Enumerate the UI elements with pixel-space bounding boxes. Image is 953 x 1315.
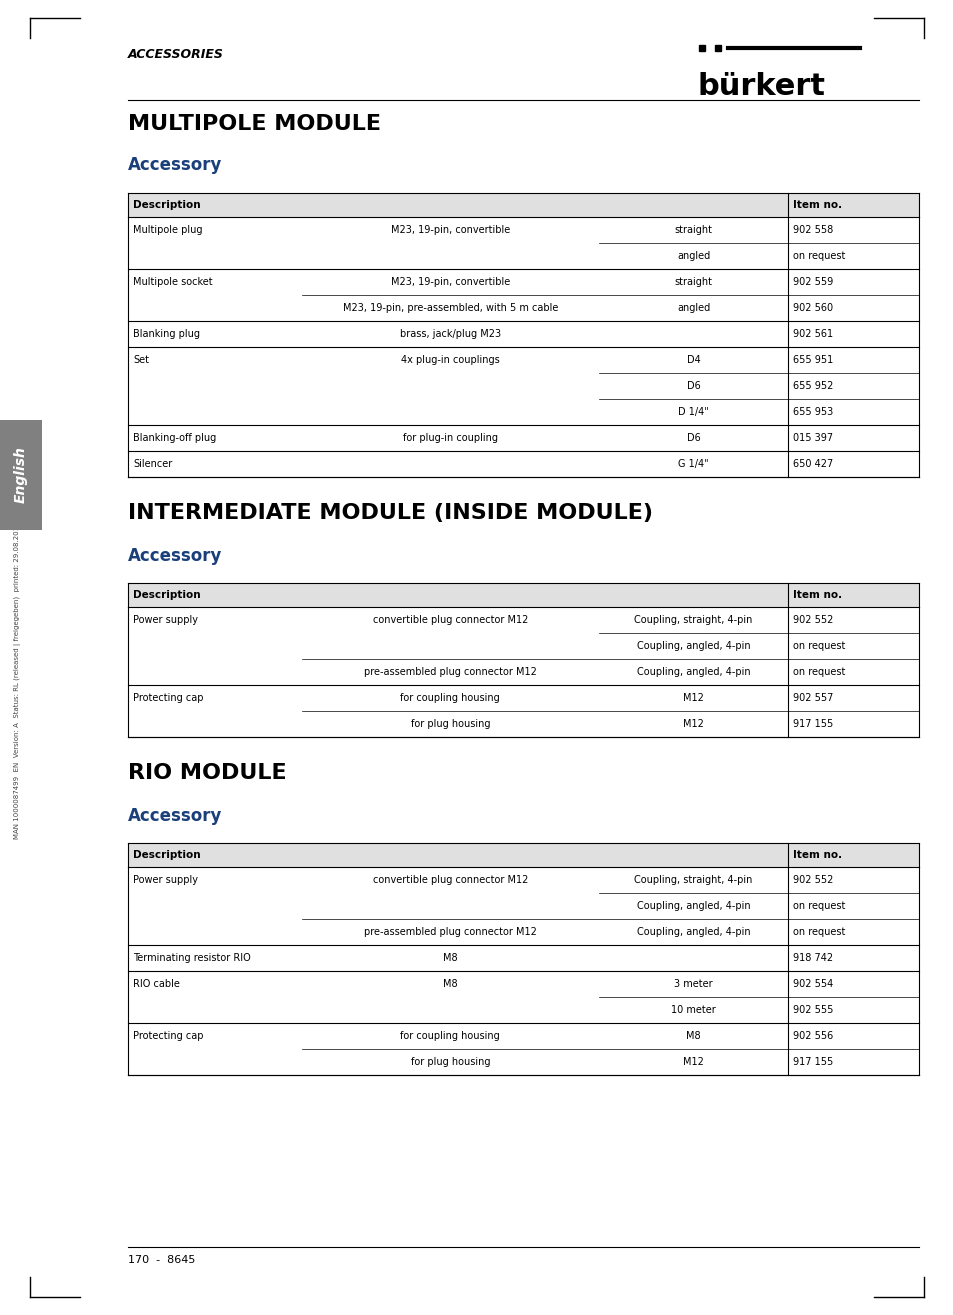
Text: Accessory: Accessory <box>128 807 222 825</box>
Text: 902 555: 902 555 <box>793 1005 833 1015</box>
Text: for coupling housing: for coupling housing <box>400 1031 499 1041</box>
Text: 3 meter: 3 meter <box>674 978 712 989</box>
Text: 902 560: 902 560 <box>793 302 833 313</box>
Text: convertible plug connector M12: convertible plug connector M12 <box>373 615 527 625</box>
Text: Description: Description <box>132 200 200 210</box>
Bar <box>0 419 42 530</box>
Text: Accessory: Accessory <box>128 156 222 174</box>
Text: Blanking plug: Blanking plug <box>132 329 200 339</box>
Text: RIO cable: RIO cable <box>132 978 180 989</box>
Text: Protecting cap: Protecting cap <box>132 1031 203 1041</box>
Text: M8: M8 <box>442 978 457 989</box>
Text: Protecting cap: Protecting cap <box>132 693 203 704</box>
Text: convertible plug connector M12: convertible plug connector M12 <box>373 874 527 885</box>
Text: 10 meter: 10 meter <box>671 1005 715 1015</box>
Text: Set: Set <box>132 355 149 366</box>
Text: Power supply: Power supply <box>132 874 198 885</box>
Text: on request: on request <box>793 251 845 260</box>
Text: brass, jack/plug M23: brass, jack/plug M23 <box>399 329 500 339</box>
Text: MAN 1000087499  EN  Version: A  Status: RL (released | freigegeben)  printed: 29: MAN 1000087499 EN Version: A Status: RL … <box>14 521 22 839</box>
Text: 902 552: 902 552 <box>793 615 833 625</box>
Bar <box>128 193 918 217</box>
Text: INTERMEDIATE MODULE (INSIDE MODULE): INTERMEDIATE MODULE (INSIDE MODULE) <box>128 504 652 523</box>
Text: M8: M8 <box>685 1031 700 1041</box>
Text: for plug-in coupling: for plug-in coupling <box>402 433 497 443</box>
Text: English: English <box>14 447 28 504</box>
Text: 902 558: 902 558 <box>793 225 833 235</box>
Text: Accessory: Accessory <box>128 547 222 565</box>
Text: for coupling housing: for coupling housing <box>400 693 499 704</box>
Text: G 1/4": G 1/4" <box>678 459 708 469</box>
Text: Coupling, angled, 4-pin: Coupling, angled, 4-pin <box>636 667 750 677</box>
Text: 918 742: 918 742 <box>793 953 833 963</box>
Text: on request: on request <box>793 640 845 651</box>
Text: 902 554: 902 554 <box>793 978 833 989</box>
Text: for plug housing: for plug housing <box>410 1057 490 1066</box>
Text: 902 559: 902 559 <box>793 277 833 287</box>
Text: on request: on request <box>793 667 845 677</box>
Text: for plug housing: for plug housing <box>410 719 490 729</box>
Text: ACCESSORIES: ACCESSORIES <box>128 49 224 60</box>
Text: on request: on request <box>793 927 845 938</box>
Text: M23, 19-pin, convertible: M23, 19-pin, convertible <box>391 225 510 235</box>
Text: pre-assembled plug connector M12: pre-assembled plug connector M12 <box>363 667 537 677</box>
Text: 650 427: 650 427 <box>793 459 833 469</box>
Text: Multipole plug: Multipole plug <box>132 225 202 235</box>
Text: Coupling, angled, 4-pin: Coupling, angled, 4-pin <box>636 901 750 911</box>
Text: pre-assembled plug connector M12: pre-assembled plug connector M12 <box>363 927 537 938</box>
Text: Coupling, angled, 4-pin: Coupling, angled, 4-pin <box>636 640 750 651</box>
Bar <box>128 583 918 608</box>
Bar <box>128 843 918 867</box>
Text: Description: Description <box>132 590 200 600</box>
Text: Description: Description <box>132 849 200 860</box>
Text: 902 552: 902 552 <box>793 874 833 885</box>
Text: M12: M12 <box>682 719 703 729</box>
Text: MULTIPOLE MODULE: MULTIPOLE MODULE <box>128 114 380 134</box>
Text: Multipole socket: Multipole socket <box>132 277 213 287</box>
Text: 655 952: 655 952 <box>793 381 833 391</box>
Text: RIO MODULE: RIO MODULE <box>128 763 286 782</box>
Text: Blanking-off plug: Blanking-off plug <box>132 433 216 443</box>
Text: 4x plug-in couplings: 4x plug-in couplings <box>400 355 499 366</box>
Text: M23, 19-pin, convertible: M23, 19-pin, convertible <box>391 277 510 287</box>
Text: 170  -  8645: 170 - 8645 <box>128 1255 195 1265</box>
Text: bürkert: bürkert <box>698 72 825 101</box>
Text: D6: D6 <box>686 381 700 391</box>
Text: Coupling, angled, 4-pin: Coupling, angled, 4-pin <box>636 927 750 938</box>
Text: angled: angled <box>677 302 709 313</box>
Text: Item no.: Item no. <box>793 849 841 860</box>
Text: D 1/4": D 1/4" <box>678 408 708 417</box>
Text: straight: straight <box>674 225 712 235</box>
Text: 015 397: 015 397 <box>793 433 833 443</box>
Text: Coupling, straight, 4-pin: Coupling, straight, 4-pin <box>634 615 752 625</box>
Text: 655 951: 655 951 <box>793 355 833 366</box>
Text: Power supply: Power supply <box>132 615 198 625</box>
Text: on request: on request <box>793 901 845 911</box>
Text: M12: M12 <box>682 1057 703 1066</box>
Text: 917 155: 917 155 <box>793 719 833 729</box>
Text: Item no.: Item no. <box>793 590 841 600</box>
Text: M8: M8 <box>442 953 457 963</box>
Text: Item no.: Item no. <box>793 200 841 210</box>
Text: angled: angled <box>677 251 709 260</box>
Text: M12: M12 <box>682 693 703 704</box>
Text: 902 557: 902 557 <box>793 693 833 704</box>
Text: M23, 19-pin, pre-assembled, with 5 m cable: M23, 19-pin, pre-assembled, with 5 m cab… <box>342 302 558 313</box>
Text: 902 556: 902 556 <box>793 1031 833 1041</box>
Text: D4: D4 <box>686 355 700 366</box>
Text: Terminating resistor RIO: Terminating resistor RIO <box>132 953 251 963</box>
Text: 917 155: 917 155 <box>793 1057 833 1066</box>
Text: 902 561: 902 561 <box>793 329 833 339</box>
Text: Coupling, straight, 4-pin: Coupling, straight, 4-pin <box>634 874 752 885</box>
Text: straight: straight <box>674 277 712 287</box>
Text: D6: D6 <box>686 433 700 443</box>
Text: 655 953: 655 953 <box>793 408 833 417</box>
Text: Silencer: Silencer <box>132 459 172 469</box>
